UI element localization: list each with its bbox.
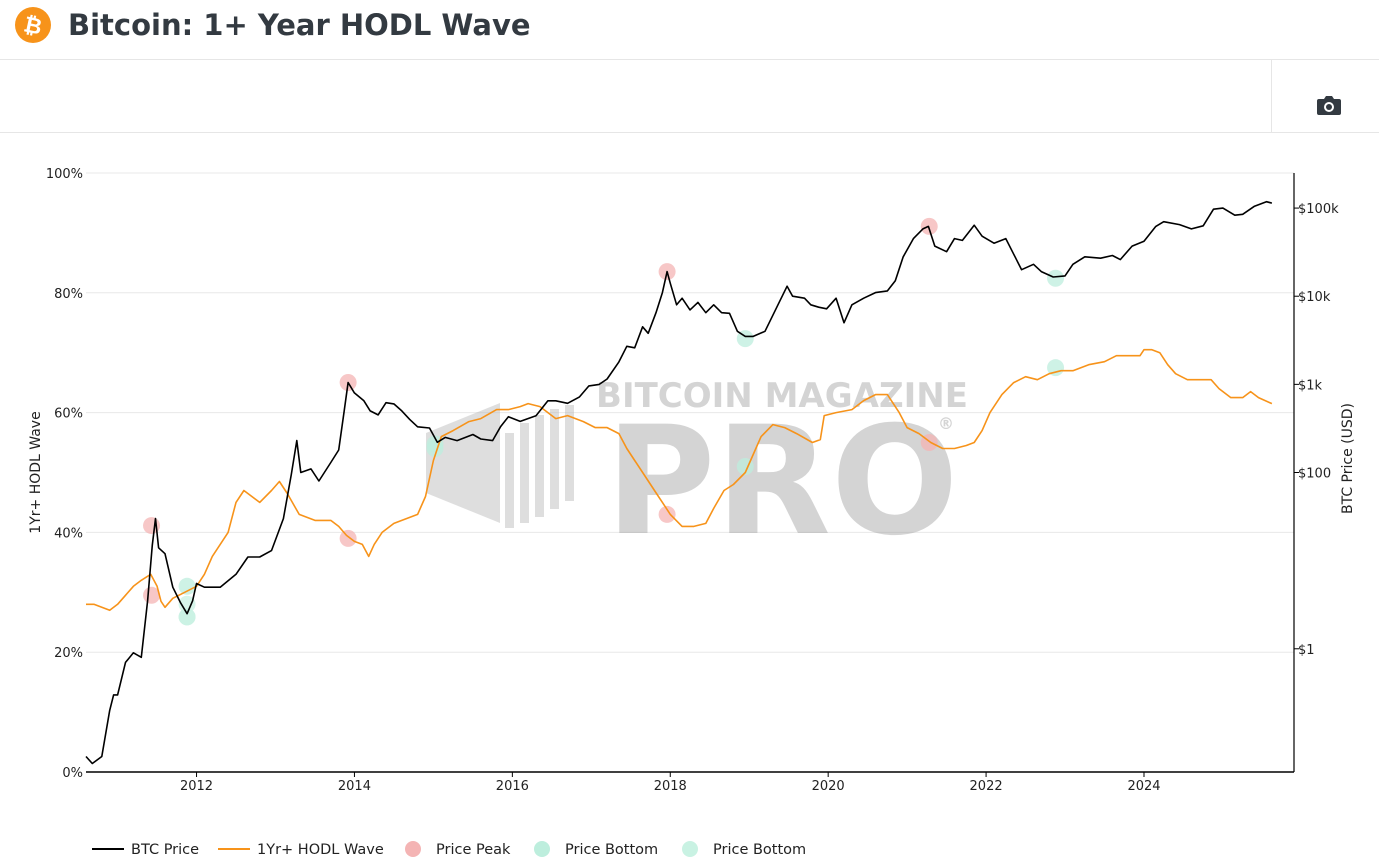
legend-swatch bbox=[682, 841, 698, 857]
legend: BTC Price 1Yr+ HODL Wave Price Peak Price B… bbox=[92, 841, 806, 858]
bitcoin-logo-icon: ₿ bbox=[15, 7, 51, 43]
legend-swatch bbox=[405, 841, 421, 857]
x-tick-label: 2018 bbox=[654, 779, 687, 794]
marker-price-bottom-hodl bbox=[1047, 359, 1065, 377]
marker-price-bottom-hodl bbox=[178, 577, 196, 595]
legend-label: Price Peak bbox=[436, 842, 511, 858]
y-right-tick-label: $100k bbox=[1298, 202, 1339, 217]
y-right-tick-label: $1 bbox=[1298, 643, 1315, 658]
page-title: Bitcoin: 1+ Year HODL Wave bbox=[68, 8, 531, 42]
legend-label: 1Yr+ HODL Wave bbox=[257, 842, 384, 858]
watermark-mark: ® bbox=[938, 414, 954, 433]
chart-toolbar bbox=[0, 60, 1379, 133]
watermark-line1: BITCOIN MAGAZINE bbox=[596, 376, 968, 416]
y-right-tick-label: $1k bbox=[1298, 378, 1323, 393]
legend-label: Price Bottom bbox=[565, 842, 658, 858]
legend-label: Price Bottom bbox=[713, 842, 806, 858]
y-right-tick-label: $10k bbox=[1298, 290, 1331, 305]
marker-price-peak-hodl bbox=[339, 529, 357, 547]
y-left-tick-label: 100% bbox=[46, 167, 83, 182]
y-left-tick-label: 0% bbox=[62, 766, 83, 781]
x-tick-label: 2022 bbox=[970, 779, 1003, 794]
legend-item-0[interactable]: BTC Price bbox=[92, 842, 199, 858]
camera-icon bbox=[1317, 96, 1341, 115]
watermark-emblem-icon bbox=[426, 403, 574, 528]
svg-text:₿: ₿ bbox=[21, 12, 44, 40]
grid-lines bbox=[86, 172, 1294, 653]
y-left-axis-title: 1Yr+ HODL Wave bbox=[28, 411, 44, 533]
y-left-tick-label: 40% bbox=[54, 526, 83, 541]
series bbox=[85, 200, 1273, 765]
toolbar-divider bbox=[1271, 60, 1272, 132]
x-tick-label: 2020 bbox=[812, 779, 845, 794]
legend-label: BTC Price bbox=[131, 842, 199, 858]
watermark-line2: PRO bbox=[606, 395, 959, 569]
y-left-tick-label: 20% bbox=[54, 646, 83, 661]
chart-area: BITCOIN MAGAZINE PRO ® 0% 20% 40% 60% 80% 100… bbox=[0, 133, 1379, 863]
hodl-wave-chart: BITCOIN MAGAZINE PRO ® 0% 20% 40% 60% 80% 100… bbox=[28, 167, 1356, 858]
marker-price-bottom-price bbox=[178, 608, 196, 626]
marker-price-bottom-price bbox=[1047, 269, 1065, 287]
legend-item-3[interactable]: Price Bottom bbox=[534, 841, 658, 858]
legend-item-1[interactable]: 1Yr+ HODL Wave bbox=[218, 842, 384, 858]
y-left-tick-label: 80% bbox=[54, 287, 83, 302]
marker-price-bottom-hodl bbox=[178, 595, 196, 613]
marker-price-peak-hodl bbox=[658, 505, 676, 523]
watermark: BITCOIN MAGAZINE PRO ® bbox=[426, 376, 968, 569]
x-tick-label: 2012 bbox=[180, 779, 213, 794]
axes: 0% 20% 40% 60% 80% 100% $1 $100 $1k $10k $100k 2012… bbox=[28, 167, 1356, 794]
series-line-btc-price bbox=[85, 200, 1273, 765]
page-header: ₿ Bitcoin: 1+ Year HODL Wave bbox=[0, 0, 1379, 60]
x-tick-label: 2024 bbox=[1127, 779, 1160, 794]
x-tick-label: 2016 bbox=[496, 779, 529, 794]
legend-swatch bbox=[534, 841, 550, 857]
y-right-axis-title: BTC Price (USD) bbox=[1340, 403, 1356, 514]
legend-item-4[interactable]: Price Bottom bbox=[682, 841, 806, 858]
screenshot-button[interactable] bbox=[1316, 93, 1342, 117]
y-left-tick-label: 60% bbox=[54, 407, 83, 422]
series-line-1yr-hodl-wave bbox=[86, 348, 1273, 612]
legend-item-2[interactable]: Price Peak bbox=[405, 841, 511, 858]
x-tick-label: 2014 bbox=[338, 779, 371, 794]
y-right-tick-label: $100 bbox=[1298, 467, 1331, 482]
